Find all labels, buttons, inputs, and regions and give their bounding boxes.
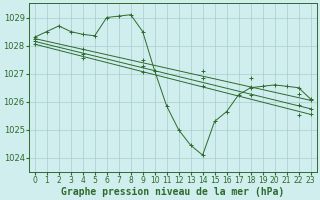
X-axis label: Graphe pression niveau de la mer (hPa): Graphe pression niveau de la mer (hPa): [61, 186, 284, 197]
